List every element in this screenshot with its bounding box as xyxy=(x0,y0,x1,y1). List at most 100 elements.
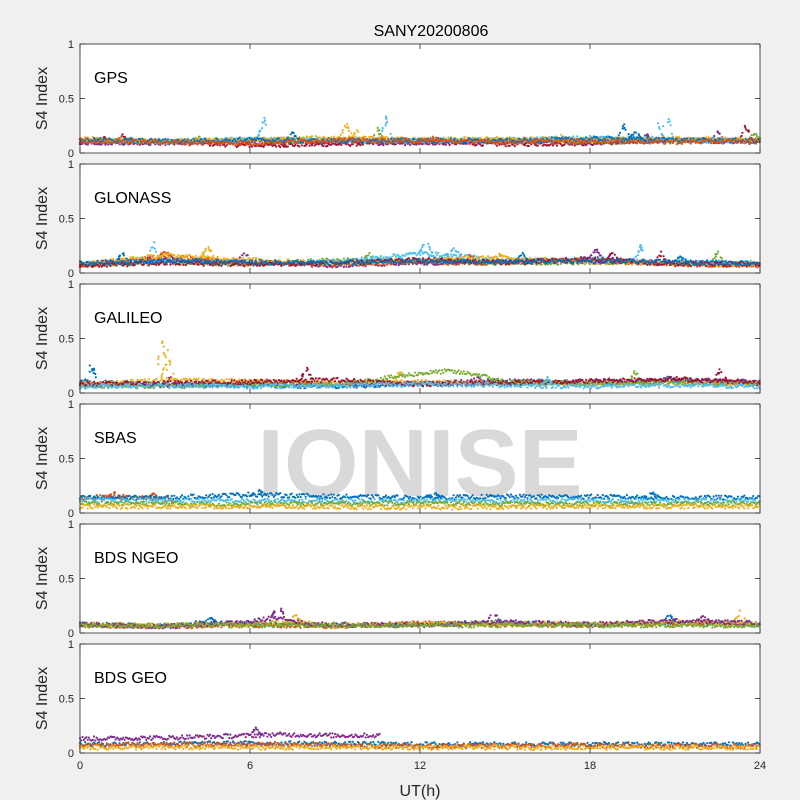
data-point xyxy=(296,140,300,143)
data-point xyxy=(291,131,294,134)
data-point xyxy=(688,139,691,142)
data-point xyxy=(300,144,303,147)
data-point xyxy=(378,141,381,144)
data-point xyxy=(592,142,595,145)
data-point xyxy=(485,135,488,139)
data-point xyxy=(419,253,422,256)
data-point xyxy=(525,138,528,141)
data-point xyxy=(326,144,329,148)
data-point xyxy=(486,139,490,142)
data-point xyxy=(555,144,559,147)
data-point xyxy=(247,141,250,144)
data-point xyxy=(215,143,218,146)
data-point xyxy=(404,254,407,257)
data-point xyxy=(214,141,217,144)
data-point xyxy=(549,138,552,141)
data-point xyxy=(448,143,451,146)
data-point xyxy=(344,137,347,140)
data-point xyxy=(262,145,265,148)
data-point xyxy=(193,142,196,145)
data-point xyxy=(601,138,604,141)
data-point xyxy=(495,144,498,147)
data-point xyxy=(390,137,393,140)
data-point xyxy=(748,142,751,145)
data-point xyxy=(497,142,500,145)
data-point xyxy=(368,138,371,141)
data-point xyxy=(90,138,93,141)
data-point xyxy=(667,118,670,121)
data-point xyxy=(155,140,158,143)
data-point xyxy=(437,142,440,145)
data-point xyxy=(503,140,506,143)
data-point xyxy=(281,142,284,145)
data-point xyxy=(206,140,209,144)
data-point xyxy=(251,140,254,143)
data-point xyxy=(198,135,201,138)
data-point xyxy=(183,138,186,141)
data-point xyxy=(750,134,753,137)
data-point xyxy=(115,138,119,141)
data-point xyxy=(368,251,371,255)
data-point xyxy=(124,137,127,140)
data-point xyxy=(752,134,755,137)
data-point xyxy=(731,139,734,142)
data-point xyxy=(557,142,560,145)
data-point xyxy=(354,135,357,138)
data-point xyxy=(98,140,101,143)
data-point xyxy=(685,138,689,142)
data-point xyxy=(201,143,204,146)
data-point xyxy=(582,144,585,147)
data-point xyxy=(600,142,603,145)
data-point xyxy=(304,139,307,142)
data-point xyxy=(122,139,125,142)
data-point xyxy=(248,145,251,149)
data-point xyxy=(683,139,686,142)
data-point xyxy=(107,140,110,144)
data-point xyxy=(747,138,750,141)
chart-title: SANY20200806 xyxy=(374,23,489,40)
data-point xyxy=(367,140,370,143)
data-point xyxy=(238,136,241,140)
data-point xyxy=(258,130,261,133)
data-point xyxy=(260,127,264,130)
data-point xyxy=(80,141,83,144)
data-point xyxy=(231,139,235,142)
data-point xyxy=(502,143,505,146)
data-point xyxy=(189,140,192,143)
data-point xyxy=(374,137,377,140)
data-point xyxy=(279,146,282,149)
data-point xyxy=(192,137,195,140)
data-point xyxy=(91,142,94,145)
data-point xyxy=(655,140,658,143)
data-point xyxy=(343,124,346,127)
data-point xyxy=(308,144,311,147)
data-point xyxy=(350,132,353,135)
data-point xyxy=(574,141,578,144)
data-point xyxy=(318,136,321,139)
data-point xyxy=(249,143,252,146)
plot-area xyxy=(80,44,760,153)
data-point xyxy=(207,142,210,146)
data-point xyxy=(707,136,710,139)
data-point xyxy=(364,135,367,139)
data-point xyxy=(708,139,712,142)
data-point xyxy=(588,141,592,144)
data-point xyxy=(656,122,660,125)
data-point xyxy=(670,132,674,135)
data-point xyxy=(84,141,87,144)
data-point xyxy=(182,142,185,145)
data-point xyxy=(165,139,168,142)
data-point xyxy=(309,141,312,144)
data-point xyxy=(733,141,736,144)
data-point xyxy=(523,144,527,147)
data-point xyxy=(415,139,418,142)
data-point xyxy=(466,138,469,141)
data-point xyxy=(400,137,403,140)
data-point xyxy=(620,138,624,141)
data-point xyxy=(381,127,384,130)
data-point xyxy=(668,137,671,140)
data-point xyxy=(436,137,439,140)
data-point xyxy=(475,143,478,147)
data-point xyxy=(717,139,720,143)
data-point xyxy=(622,127,626,130)
